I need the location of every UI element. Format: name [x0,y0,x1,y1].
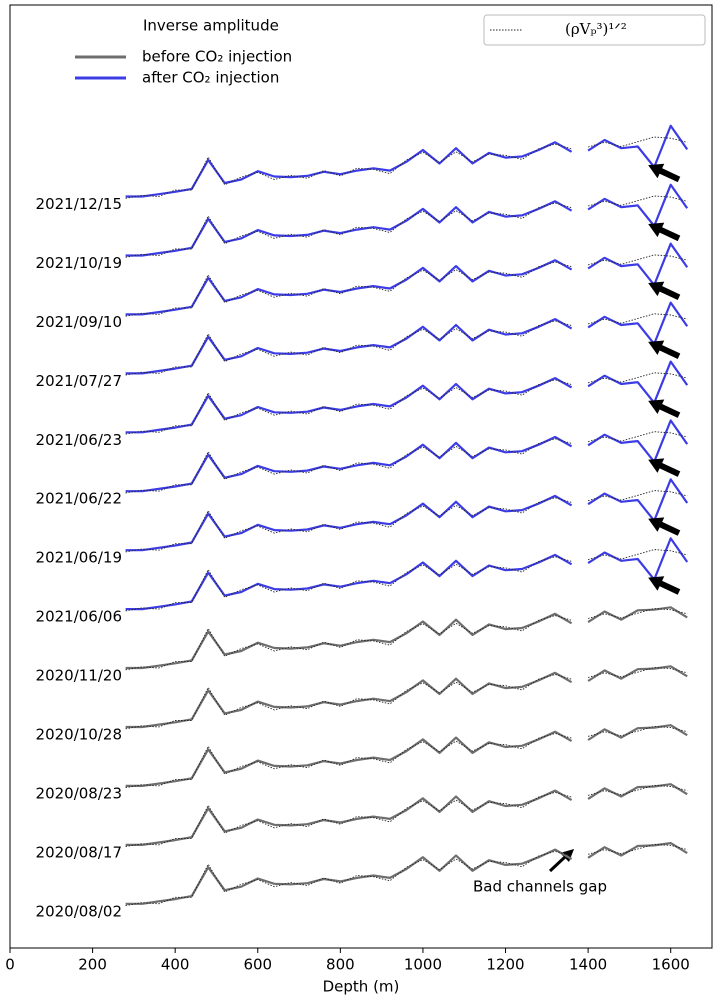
x-tick-label: 1000 [404,956,442,974]
change-arrow-body [657,462,681,477]
change-arrow [648,517,681,536]
reference-line [125,608,688,671]
x-tick-label: 800 [326,956,355,974]
reference-line [125,667,688,730]
reference-line [125,549,688,612]
trace-date-label: 2020/10/28 [36,725,122,743]
change-arrow-body [657,579,681,595]
trace-date-label: 2020/11/20 [36,667,122,685]
change-arrow [648,340,681,359]
change-arrow-head [648,281,665,297]
reference-line [125,431,688,494]
trace-date-label: 2021/12/15 [36,195,122,213]
trace-date-label: 2020/08/02 [36,902,122,920]
change-arrow-body [657,285,681,301]
trace-line [125,242,689,316]
reference-legend-box [483,14,706,46]
change-arrow-body [657,521,681,536]
trace-date-label: 2021/10/19 [36,254,122,272]
x-tick-label: 200 [78,956,107,974]
reference-line [125,136,688,199]
trace-line [125,665,688,729]
reference-line [125,254,688,317]
trace-date-label: 2021/09/10 [36,313,122,331]
change-arrow [648,281,681,301]
change-arrow [648,458,681,477]
change-arrow [648,222,681,242]
change-arrow [648,163,681,183]
trace-date-label: 2021/06/06 [36,608,122,626]
x-tick-label: 600 [243,956,272,974]
trace-date-label: 2020/08/23 [36,784,122,802]
annotation: Bad channels gap [473,878,607,896]
reference-line [125,490,688,553]
change-arrow-head [648,458,665,473]
trace-line [125,537,689,611]
x-tick-label: 400 [161,956,190,974]
reference-line [125,843,688,907]
reference-legend-label: (ρVₚ³)¹ᐟ² [565,20,627,38]
trace-line [125,301,689,375]
reference-line [125,725,688,789]
reference-line [125,195,688,258]
change-arrow [648,399,681,418]
change-arrow-body [657,226,681,242]
change-arrow-head [648,576,665,591]
legend-title: Inverse amplitude [143,17,279,35]
trace-line [125,360,689,434]
change-arrow-head [648,517,665,532]
change-arrow [648,576,681,595]
change-arrow-body [657,403,681,418]
x-tick-label: 0 [5,956,15,974]
plot-frame [9,4,713,949]
change-arrow-head [648,163,665,179]
trace-date-label: 2020/08/17 [36,843,122,861]
reference-line [125,372,688,435]
trace-date-label: 2021/06/22 [36,490,122,508]
trace-date-label: 2021/07/27 [36,372,122,390]
change-arrow-body [657,344,681,359]
trace-date-label: 2021/06/19 [36,549,122,567]
x-axis-label: Depth (m) [323,978,400,996]
trace-line [125,183,689,257]
legend-label: after CO₂ injection [142,69,279,87]
x-tick-label: 1600 [652,956,690,974]
trace-line [125,783,688,846]
trace-date-label: 2021/06/23 [36,431,122,449]
x-tick-label: 1400 [569,956,607,974]
change-arrow-head [648,222,665,238]
trace-line [125,419,689,493]
trace-line [125,724,688,787]
trace-line [125,478,689,552]
trace-line [125,124,689,198]
change-arrow-body [657,167,681,183]
change-arrow-head [648,399,665,414]
change-arrow-head [648,340,665,356]
reference-line [125,784,688,848]
legend-label: before CO₂ injection [142,48,292,66]
reference-line [125,313,688,376]
trace-line [125,606,688,670]
x-tick-label: 1200 [486,956,524,974]
annotation-arrow [548,854,568,873]
